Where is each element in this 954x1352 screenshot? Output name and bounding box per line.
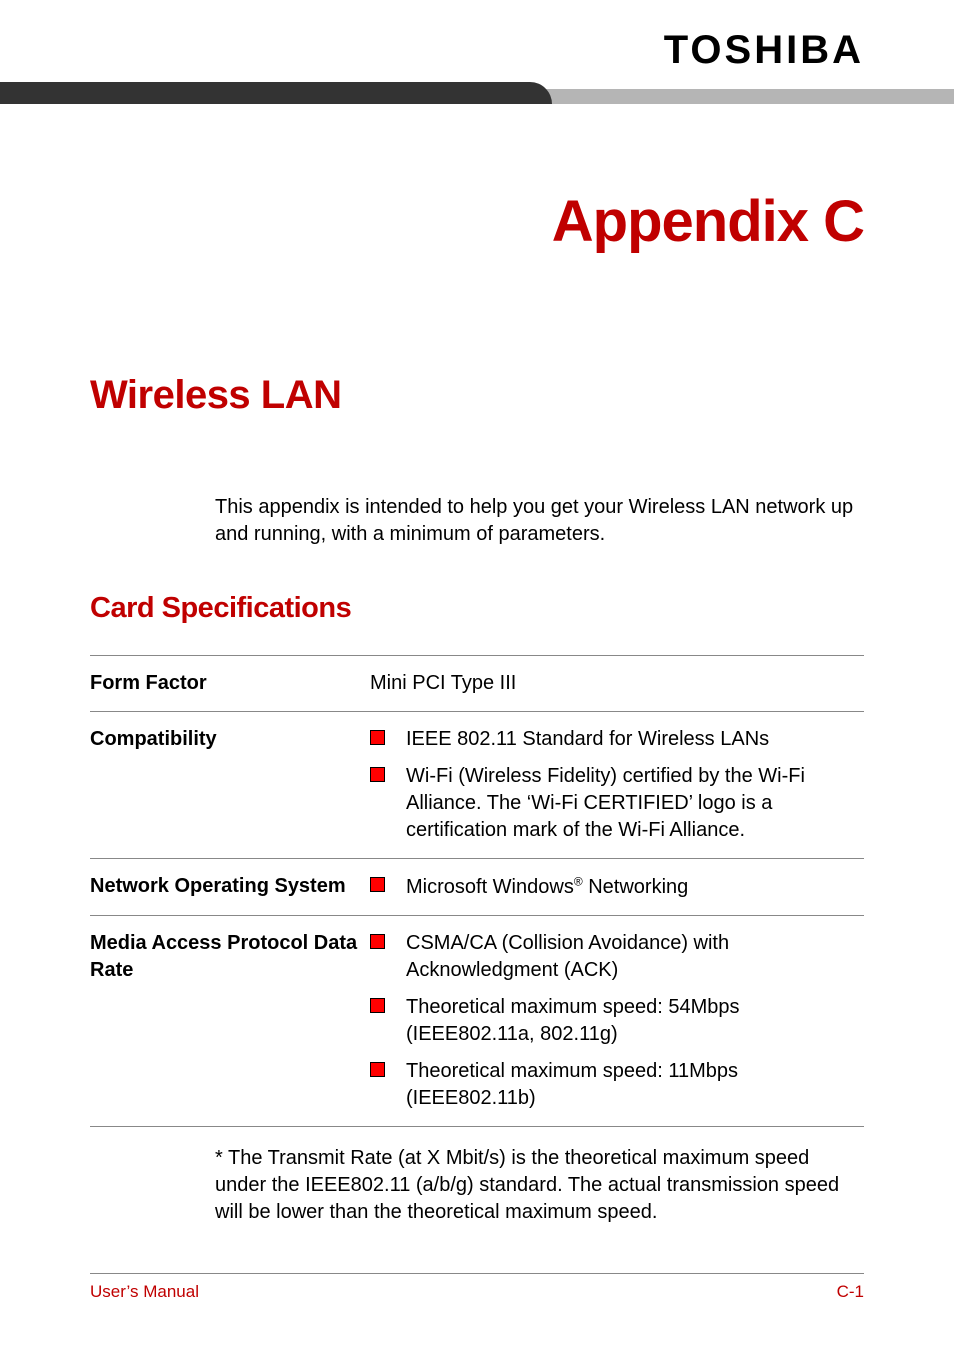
intro-paragraph: This appendix is intended to help you ge… [90,494,864,548]
header-bar-dark [0,82,552,104]
spec-value: Microsoft Windows® Networking [370,859,864,916]
spec-label: Form Factor [90,656,370,712]
footnote: * The Transmit Rate (at X Mbit/s) is the… [90,1145,864,1226]
table-row: Media Access Protocol Data Rate CSMA/CA (… [90,915,864,1126]
bullet-text: Wi-Fi (Wireless Fidelity) certified by t… [406,765,805,841]
spec-label: Compatibility [90,712,370,859]
header-bar [0,82,954,104]
brand-logo: TOSHIBA [664,28,864,73]
bullet-item: Wi-Fi (Wireless Fidelity) certified by t… [370,763,864,844]
bullet-text: Theoretical maximum speed: 11Mbps (IEEE8… [406,1060,738,1109]
section-title: Wireless LAN [90,373,864,418]
spec-value: CSMA/CA (Collision Avoidance) with Ackno… [370,915,864,1126]
appendix-title: Appendix C [90,188,864,255]
square-bullet-icon [370,877,385,892]
bullet-text: IEEE 802.11 Standard for Wireless LANs [406,728,769,750]
bullet-text: Theoretical maximum speed: 54Mbps (IEEE8… [406,996,739,1045]
bullet-item: Theoretical maximum speed: 54Mbps (IEEE8… [370,994,864,1048]
bullet-item: Microsoft Windows® Networking [370,873,864,901]
table-row: CompatibilityIEEE 802.11 Standard for Wi… [90,712,864,859]
square-bullet-icon [370,998,385,1013]
bullet-item: CSMA/CA (Collision Avoidance) with Ackno… [370,930,864,984]
page: TOSHIBA Appendix C Wireless LAN This app… [0,0,954,1352]
bullet-text: CSMA/CA (Collision Avoidance) with Ackno… [406,932,729,981]
spec-value: IEEE 802.11 Standard for Wireless LANs Wi… [370,712,864,859]
bullet-item: Theoretical maximum speed: 11Mbps (IEEE8… [370,1058,864,1112]
page-footer: User’s Manual C-1 [90,1273,864,1302]
table-row: Network Operating System Microsoft Window… [90,859,864,916]
square-bullet-icon [370,767,385,782]
spec-value: Mini PCI Type III [370,656,864,712]
bullet-list: Microsoft Windows® Networking [370,873,864,901]
page-header: TOSHIBA [0,0,954,110]
spec-table: Form FactorMini PCI Type IIICompatibilit… [90,655,864,1127]
subsection-title: Card Specifications [90,592,864,625]
table-row: Form FactorMini PCI Type III [90,656,864,712]
spec-label: Media Access Protocol Data Rate [90,915,370,1126]
bullet-list: CSMA/CA (Collision Avoidance) with Ackno… [370,930,864,1112]
bullet-list: IEEE 802.11 Standard for Wireless LANs Wi… [370,726,864,844]
footer-left: User’s Manual [90,1282,199,1302]
square-bullet-icon [370,730,385,745]
content-area: Appendix C Wireless LAN This appendix is… [0,188,954,1226]
bullet-item: IEEE 802.11 Standard for Wireless LANs [370,726,864,753]
bullet-text: Microsoft Windows® Networking [406,876,688,898]
footer-right: C-1 [837,1282,864,1302]
spec-label: Network Operating System [90,859,370,916]
square-bullet-icon [370,934,385,949]
square-bullet-icon [370,1062,385,1077]
